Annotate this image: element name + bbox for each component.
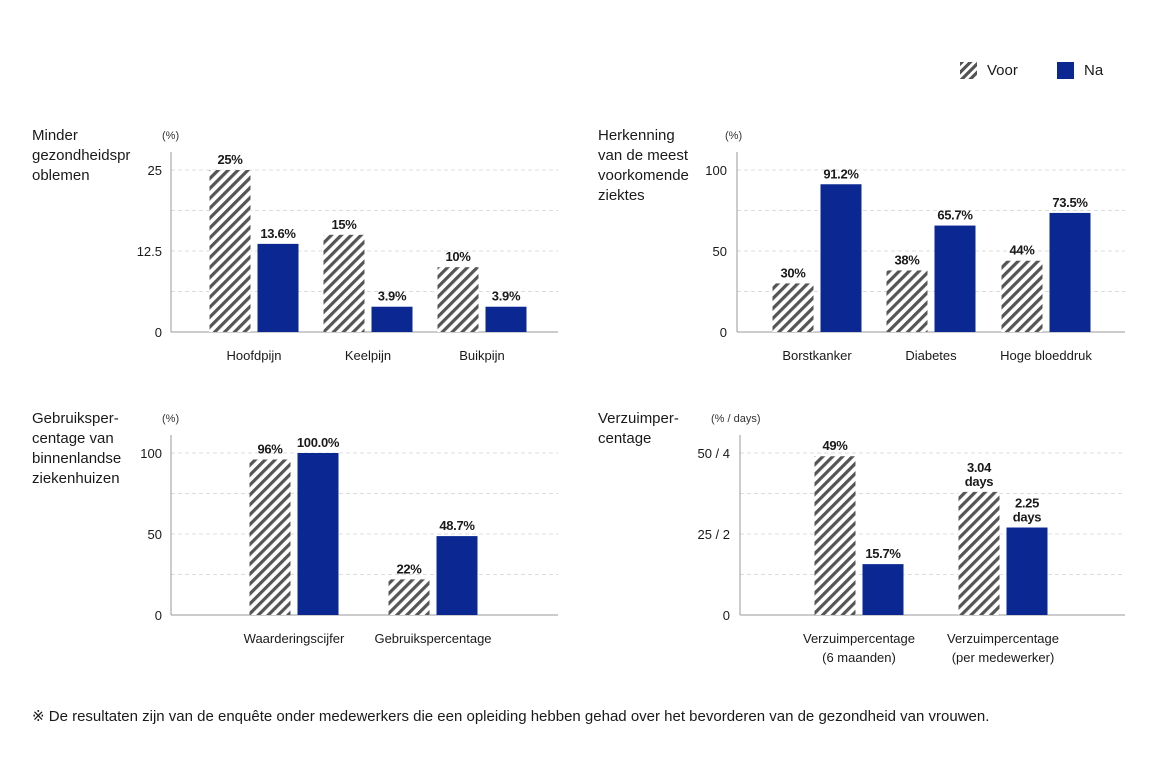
data-label: 25%	[217, 152, 243, 167]
x-tick-label: Hoge bloeddruk	[1000, 348, 1092, 363]
data-label: 49%	[822, 438, 848, 453]
chart-panel-1: Minder gezondheidspr oblemen (%) 0 12.5 25 25% 1…	[32, 127, 558, 363]
data-label: 91.2%	[823, 166, 859, 181]
data-label: 100.0%	[297, 435, 340, 450]
chart-title-line: ziekenhuizen	[32, 470, 120, 487]
bar-voor	[1001, 260, 1043, 332]
x-tick-label: (6 maanden)	[822, 650, 896, 665]
x-tick-label: Waarderingscijfer	[244, 631, 345, 646]
bar-na	[371, 306, 413, 332]
chart-title-line: centage	[598, 430, 651, 447]
bar-na	[862, 564, 904, 615]
chart-unit-label: (%)	[162, 130, 179, 142]
bar-na	[820, 184, 862, 332]
chart-title-line: Herkenning	[598, 127, 675, 144]
y-tick-label: 100	[140, 446, 162, 461]
legend-label-na: Na	[1084, 62, 1104, 79]
chart-title-line: ziektes	[598, 187, 645, 204]
y-tick-label: 25 / 2	[697, 527, 730, 542]
data-label: 3.9%	[378, 289, 407, 304]
y-tick-label: 100	[705, 163, 727, 178]
data-label: 15%	[331, 217, 357, 232]
y-tick-label: 25	[148, 163, 162, 178]
x-tick-label: Borstkanker	[782, 348, 852, 363]
y-tick-label: 0	[720, 325, 727, 340]
chart-title-line: centage van	[32, 430, 114, 447]
data-label: 13.6%	[260, 226, 296, 241]
bar-voor	[209, 170, 251, 332]
data-label: 44%	[1009, 243, 1035, 258]
legend: Voor Na	[960, 62, 1140, 84]
data-label: 48.7%	[439, 518, 475, 533]
data-label: 30%	[780, 265, 806, 280]
legend-label-voor: Voor	[987, 62, 1018, 79]
bar-na	[297, 453, 339, 615]
bar-na	[1049, 212, 1091, 332]
y-tick-label: 12.5	[137, 244, 162, 259]
x-tick-label: (per medewerker)	[952, 650, 1055, 665]
footnote: ※ De resultaten zijn van de enquête onde…	[32, 708, 990, 725]
legend-item-na: Na	[1057, 62, 1103, 79]
chart-panel-2: Herkenning van de meest voorkomende ziektes…	[598, 127, 1125, 363]
legend-item-voor: Voor	[960, 62, 1018, 79]
bar-voor	[323, 234, 365, 332]
y-tick-label: 50	[713, 244, 727, 259]
y-tick-label: 50 / 4	[697, 446, 730, 461]
chart-title-line: gezondheidspr	[32, 147, 130, 164]
x-tick-label: Gebruikspercentage	[374, 631, 491, 646]
bar-voor	[249, 459, 291, 615]
chart-title-line: oblemen	[32, 167, 90, 184]
data-label: 15.7%	[865, 546, 901, 561]
data-label: 3.9%	[492, 289, 521, 304]
data-label: days	[965, 474, 994, 489]
x-tick-label: Verzuimpercentage	[947, 631, 1059, 646]
data-label: 22%	[396, 561, 422, 576]
x-tick-label: Diabetes	[905, 348, 957, 363]
bar-na	[1006, 527, 1048, 615]
bar-na	[257, 243, 299, 332]
chart-unit-label: (%)	[162, 413, 179, 425]
x-tick-label: Hoofdpijn	[227, 348, 282, 363]
data-label: 73.5%	[1052, 195, 1088, 210]
chart-panel-3: Gebruiksper-centage van binnenlandse zieke…	[32, 410, 558, 646]
y-tick-label: 0	[155, 608, 162, 623]
bar-voor	[772, 283, 814, 332]
legend-swatch-na	[1057, 62, 1074, 79]
data-label: days	[1013, 510, 1042, 525]
y-tick-label: 50	[148, 527, 162, 542]
bar-na	[934, 225, 976, 332]
data-label: 3.04	[967, 460, 992, 475]
chart-panel-4: Verzuimper-centage (% / days) 0 25 / 2 50 / …	[598, 410, 1125, 665]
y-tick-label: 0	[723, 608, 730, 623]
x-tick-label: Verzuimpercentage	[803, 631, 915, 646]
bar-na	[436, 536, 478, 615]
data-label: 38%	[894, 252, 920, 267]
chart-title-line: van de meest	[598, 147, 689, 164]
data-label: 10%	[445, 249, 471, 264]
bar-voor	[886, 270, 928, 332]
chart-title-line: Minder	[32, 127, 78, 144]
bar-voor	[388, 579, 430, 615]
bar-voor	[958, 491, 1000, 615]
chart-unit-label: (% / days)	[711, 413, 761, 425]
legend-swatch-voor	[960, 62, 977, 79]
chart-title-line: binnenlandse	[32, 450, 121, 467]
x-tick-label: Keelpijn	[345, 348, 391, 363]
data-label: 96%	[257, 441, 283, 456]
data-label: 2.25	[1015, 496, 1039, 511]
bar-voor	[437, 267, 479, 332]
chart-title-line: Gebruiksper-	[32, 410, 119, 427]
bar-voor	[814, 456, 856, 615]
data-label: 65.7%	[937, 208, 973, 223]
chart-unit-label: (%)	[725, 130, 742, 142]
x-tick-label: Buikpijn	[459, 348, 505, 363]
chart-title-line: voorkomende	[598, 167, 689, 184]
chart-title-line: Verzuimper-	[598, 410, 679, 427]
bar-na	[485, 306, 527, 332]
y-tick-label: 0	[155, 325, 162, 340]
